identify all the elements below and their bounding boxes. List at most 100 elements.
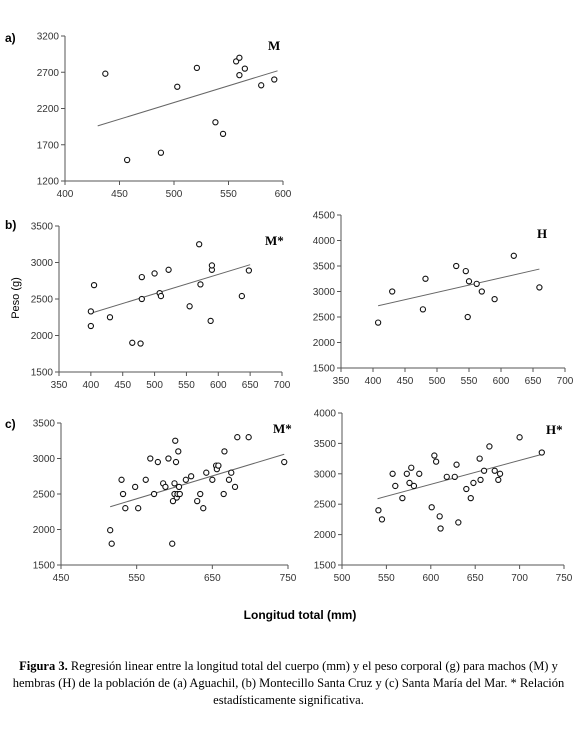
x-tick-label: 600 [493,376,510,387]
data-point [165,266,172,273]
x-tick-label: 550 [378,573,395,584]
data-point [477,476,484,484]
data-point [129,339,136,346]
panel-c-males: c) M* 1500 2000 2500 3000 3500 450 550 650 750 [5,417,297,584]
data-point [389,470,396,477]
x-tick-label: 400 [83,380,100,391]
data-point [182,476,189,483]
data-point [463,485,470,493]
panel-b-females: H 1500 2000 2500 3000 3500 4000 4500 350 400 450 5… [313,211,574,388]
data-point [151,270,158,277]
data-point [215,462,222,469]
data-point [470,479,477,487]
data-point [197,490,204,498]
data-point [389,288,396,295]
data-point [197,281,204,288]
data-point [478,288,485,295]
x-tick-label: 400 [57,189,74,200]
data-point [209,476,216,483]
y-tick-label: 1500 [314,561,337,572]
data-point [87,322,95,330]
data-point [147,455,154,462]
data-point [238,292,246,300]
data-point [176,490,183,498]
data-point [200,505,207,512]
x-tick-label: 550 [461,376,478,387]
x-tick-label: 350 [333,376,350,387]
data-point [175,483,183,491]
regression-line [89,264,251,315]
x-axis-title: Longitud total (mm) [244,608,357,622]
data-point [208,262,216,269]
data-point [175,448,182,455]
y-tick-label: 1500 [31,368,54,379]
x-tick-label: 400 [365,376,382,387]
data-point [142,476,149,483]
data-point [480,467,488,474]
data-point [536,284,543,291]
data-point [174,83,181,90]
data-point [122,505,129,512]
data-point [465,278,473,285]
y-tick-label: 4000 [314,409,337,420]
y-tick-label: 2000 [31,331,54,342]
panel-label: c) [5,417,16,431]
data-point [138,273,145,281]
data-point [108,540,115,547]
y-tick-label: 2500 [31,295,54,306]
x-tick-label: 550 [220,189,237,200]
data-point [408,464,415,471]
data-point [106,314,114,321]
data-point [453,262,460,270]
data-point [419,306,427,313]
data-point [169,497,177,505]
data-point [467,494,474,502]
data-point [193,64,201,72]
x-tick-label: 550 [128,573,145,584]
data-point [123,156,131,164]
y-tick-label: 1200 [37,177,60,188]
data-point [87,308,95,315]
data-point [516,434,523,441]
data-point [436,513,443,520]
data-point [431,452,438,459]
caption-text: Regresión linear entre la longitud total… [12,659,565,707]
data-point [432,458,440,465]
data-point [476,455,483,462]
y-tick-label: 3000 [33,454,56,465]
y-tick-label: 2000 [314,530,337,541]
data-point [212,119,219,126]
data-point [491,467,498,474]
y-tick-label: 2000 [33,525,56,536]
regression-line [97,70,278,127]
x-tick-label: 650 [467,573,484,584]
data-point [171,480,178,487]
data-point [119,490,127,498]
data-point [399,494,406,502]
regression-line [377,453,542,500]
x-tick-label: 500 [166,189,183,200]
x-tick-label: 500 [334,573,351,584]
y-tick-label: 1500 [313,364,336,375]
caption-label: Figura 3. [19,659,68,673]
data-point [169,540,176,547]
data-point [245,267,253,274]
y-tick-label: 2700 [37,68,60,79]
data-point [220,490,227,498]
y-tick-label: 3000 [313,287,336,298]
x-tick-label: 650 [242,380,259,391]
regression-line [110,453,285,508]
data-point [137,340,144,347]
y-tick-label: 3500 [313,262,336,273]
data-point [107,527,114,534]
data-point [451,473,458,480]
data-point [437,525,444,532]
x-tick-label: 450 [53,573,70,584]
data-point [486,443,493,450]
x-tick-label: 450 [114,380,131,391]
data-point [473,280,480,287]
figure-caption: Figura 3. Regresión linear entre la long… [12,658,565,709]
data-point [150,490,158,498]
data-point [428,504,435,511]
data-point [378,516,386,523]
